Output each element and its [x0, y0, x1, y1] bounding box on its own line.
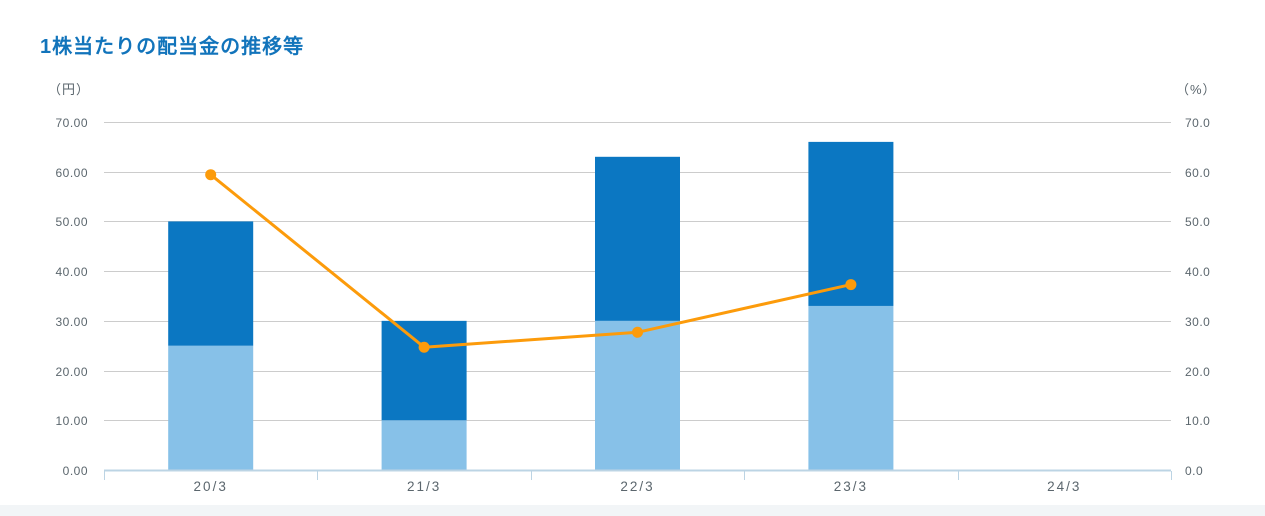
right-axis-tick-label: 0.0	[1185, 464, 1203, 478]
left-axis-tick-label: 0.00	[63, 464, 88, 478]
right-axis-unit-label: （%）	[1176, 82, 1217, 97]
left-axis-tick-label: 70.00	[55, 116, 88, 130]
percentage-line	[209, 173, 852, 349]
x-axis-category-label: 24/3	[1047, 479, 1081, 494]
bar-segment-upper[interactable]	[808, 141, 894, 306]
bar-segment-upper[interactable]	[381, 320, 467, 421]
x-axis-category-label: 20/3	[194, 479, 228, 494]
left-axis-tick-label: 40.00	[55, 265, 88, 279]
right-axis-tick-label: 30.0	[1185, 315, 1210, 329]
next-section-edge	[0, 505, 1265, 516]
right-axis-tick-label: 10.0	[1185, 414, 1210, 428]
left-axis-tick-label: 60.00	[55, 166, 88, 180]
bar-segment-lower[interactable]	[808, 305, 894, 470]
percentage-line-point[interactable]	[205, 169, 217, 181]
left-axis-tick-label: 20.00	[55, 365, 88, 379]
bar-segment-upper[interactable]	[595, 156, 680, 321]
left-axis-tick-label: 30.00	[55, 315, 88, 329]
x-axis-category-label: 21/3	[407, 479, 441, 494]
right-axis-tick-label: 70.0	[1185, 116, 1210, 130]
bar-segment-lower[interactable]	[168, 345, 254, 470]
percentage-line-point[interactable]	[845, 279, 857, 291]
left-axis-tick-label: 10.00	[55, 414, 88, 428]
x-axis-category-label: 22/3	[620, 479, 654, 494]
left-axis-tick-label: 50.00	[55, 215, 88, 229]
right-axis-tick-label: 20.0	[1185, 365, 1210, 379]
chart-title: 1株当たりの配当金の推移等	[40, 36, 305, 58]
x-axis-category-label: 23/3	[834, 479, 868, 494]
right-axis-tick-label: 50.0	[1185, 215, 1210, 229]
right-axis-tick-label: 40.0	[1185, 265, 1210, 279]
left-axis-unit-label: （円）	[48, 82, 91, 97]
percentage-line-point[interactable]	[632, 326, 643, 338]
bar-segment-lower[interactable]	[595, 320, 680, 470]
bar-segment-lower[interactable]	[381, 420, 467, 470]
right-axis-tick-label: 60.0	[1185, 166, 1210, 180]
bar-segment-upper[interactable]	[168, 221, 254, 346]
percentage-line-point[interactable]	[418, 341, 430, 353]
